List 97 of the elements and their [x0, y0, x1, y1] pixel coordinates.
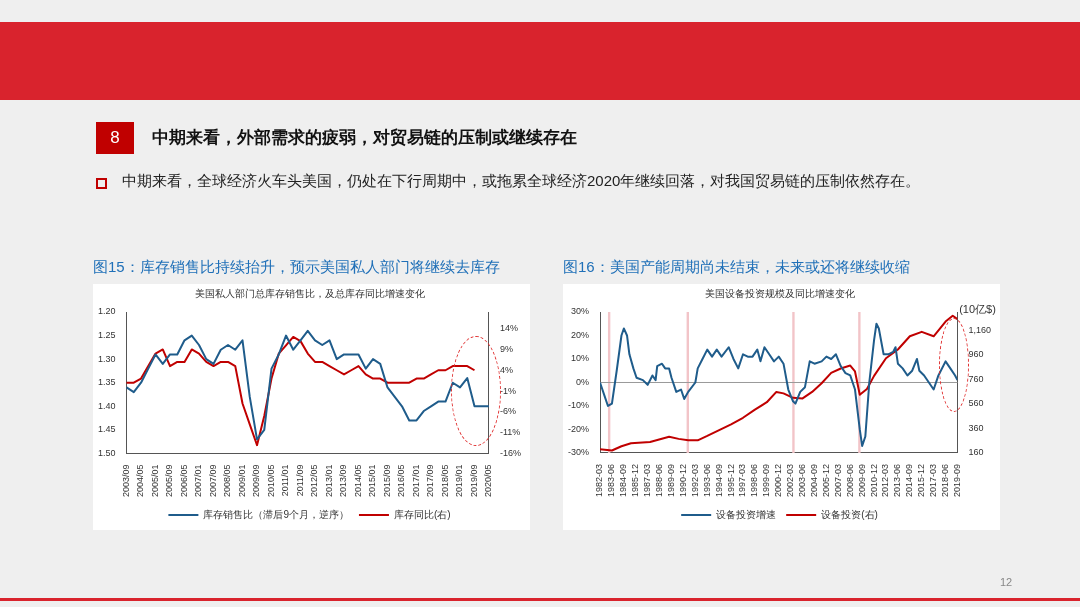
legend-label: 设备投资(右)	[821, 508, 878, 520]
x-tick-label: 1983-06	[606, 463, 617, 497]
x-tick-label: 2006/05	[179, 464, 189, 498]
y-tick-label: -20%	[567, 423, 590, 434]
y-tick-label: -10%	[567, 400, 590, 411]
x-tick-label: 2010/05	[265, 464, 276, 498]
x-tick-label: 1988-06	[654, 463, 665, 497]
y-tick-label: 0%	[575, 376, 590, 387]
x-tick-label: 2012-03	[880, 463, 891, 497]
x-tick-label: 2013/09	[338, 464, 349, 498]
x-tick-label: 2009/01	[236, 464, 247, 498]
chart-title: 图15：库存销售比持续抬升，预示美国私人部门将继续去库存	[93, 258, 501, 277]
y-tick-label: 1.40	[97, 400, 116, 411]
x-tick-label: 2019/01	[454, 464, 465, 498]
x-tick-label: 2008/05	[222, 464, 233, 498]
y2-tick-label: 160	[968, 447, 984, 458]
x-tick-label: 2013/01	[323, 464, 334, 498]
x-tick-label: 2014/05	[352, 464, 363, 498]
x-tick-label: 2005/09	[164, 464, 175, 498]
y2-tick-label: 560	[968, 398, 984, 409]
x-tick-label: 2011/09	[294, 464, 305, 497]
y-tick-label: 1.35	[97, 377, 116, 388]
x-tick-label: 1990-12	[677, 463, 688, 497]
chart-subtitle: 美国设备投资规模及同比增速变化	[704, 287, 855, 299]
x-tick-label: 2017/01	[410, 464, 421, 498]
y2-tick-label: -11%	[499, 427, 521, 438]
x-tick-label: 2004/05	[135, 464, 146, 498]
text: 8	[96, 122, 134, 154]
y-tick-label: 1.45	[97, 424, 116, 435]
x-tick-label: 1987-03	[642, 463, 653, 497]
x-tick-label: 2007-03	[832, 463, 843, 497]
x-tick-label: 1989-09	[665, 463, 676, 497]
y2-tick-label: 1,160	[968, 324, 992, 335]
legend-label: 库存销售比（滞后9个月，逆序）	[203, 508, 349, 520]
x-tick-label: 1998-06	[749, 463, 760, 497]
y2-tick-label: 360	[968, 422, 984, 433]
x-tick-label: 2013-06	[892, 463, 903, 497]
y2-tick-label: 14%	[499, 323, 519, 334]
legend-label: 库存同比(右)	[393, 508, 451, 520]
x-tick-label: 2005-12	[820, 463, 831, 497]
y2-tick-label: -1%	[499, 385, 517, 396]
y-tick-label: 1.25	[97, 330, 116, 341]
x-tick-label: 2005/01	[150, 464, 160, 498]
x-tick-label: 1984-09	[618, 463, 629, 497]
x-tick-label: 2011/01	[280, 464, 291, 497]
x-tick-label: 1999-09	[761, 463, 772, 497]
x-tick-label: 2009/09	[251, 464, 262, 498]
x-tick-label: 1982-03	[594, 463, 605, 497]
x-tick-label: 2002-03	[785, 463, 796, 497]
x-tick-label: 2012/05	[309, 464, 320, 498]
y-tick-label: 1.20	[97, 306, 116, 317]
x-tick-label: 2007/01	[193, 464, 204, 498]
x-tick-label: 2019/09	[468, 464, 479, 498]
text: 中期来看，全球经济火车头美国，仍处在下行周期中，或拖累全球经济2020年继续回落，对我国贸易链的压制依然存在。	[122, 172, 921, 191]
x-tick-label: 2015/01	[367, 464, 378, 498]
y2-tick-label: 960	[968, 349, 984, 360]
y2-tick-label: 9%	[499, 343, 514, 354]
x-tick-label: 2010-12	[868, 463, 879, 497]
y-tick-label: 30%	[570, 306, 590, 317]
x-tick-label: 2017/09	[425, 464, 436, 498]
y-tick-label: 20%	[570, 329, 590, 340]
x-tick-label: 2016/05	[396, 464, 407, 498]
y-tick-label: 1.30	[97, 353, 116, 364]
text: 中期来看，外部需求的疲弱，对贸易链的压制或继续存在	[152, 127, 577, 149]
x-tick-label: 2020/05	[483, 464, 494, 498]
x-tick-label: 2019-09	[951, 463, 962, 497]
x-tick-label: 1993-06	[701, 463, 712, 497]
x-tick-label: 2003-06	[797, 463, 808, 497]
y2-tick-label: -6%	[499, 406, 517, 417]
text: 12	[1000, 576, 1013, 588]
x-tick-label: 2000-12	[773, 463, 784, 497]
x-tick-label: 2018-06	[940, 463, 951, 497]
legend-label: 设备投资增速	[716, 508, 777, 520]
chart-title: 图16：美国产能周期尚未结束，未来或还将继续收缩	[563, 258, 911, 277]
x-tick-label: 2003/09	[121, 464, 131, 498]
x-tick-label: 2018/05	[439, 464, 450, 498]
x-tick-label: 2008-06	[844, 463, 855, 497]
x-tick-label: 1994-09	[713, 463, 724, 497]
y2-tick-label: 760	[968, 373, 984, 384]
x-tick-label: 1995-12	[725, 463, 736, 497]
x-tick-label: 1985-12	[630, 463, 641, 497]
x-tick-label: 1997-03	[737, 463, 748, 497]
y-tick-label: -30%	[567, 447, 590, 458]
x-tick-label: 2015/09	[381, 464, 392, 498]
x-tick-label: 2004-09	[808, 463, 819, 497]
y2-tick-label: -16%	[499, 447, 522, 458]
y2-tick-label: 4%	[499, 364, 514, 375]
y-tick-label: 1.50	[97, 447, 116, 458]
x-tick-label: 1992-03	[689, 463, 700, 497]
x-tick-label: 2017-03	[928, 463, 939, 497]
x-tick-label: 2015-12	[916, 463, 927, 497]
y-tick-label: 10%	[570, 353, 590, 364]
y2-axis-title: (10亿$)	[959, 303, 996, 316]
x-tick-label: 2014-09	[904, 463, 915, 497]
chart-subtitle: 美国私人部门总库存销售比，及总库存同比增速变化	[194, 287, 425, 299]
x-tick-label: 2009-09	[856, 463, 867, 497]
x-tick-label: 2007/09	[207, 464, 218, 498]
